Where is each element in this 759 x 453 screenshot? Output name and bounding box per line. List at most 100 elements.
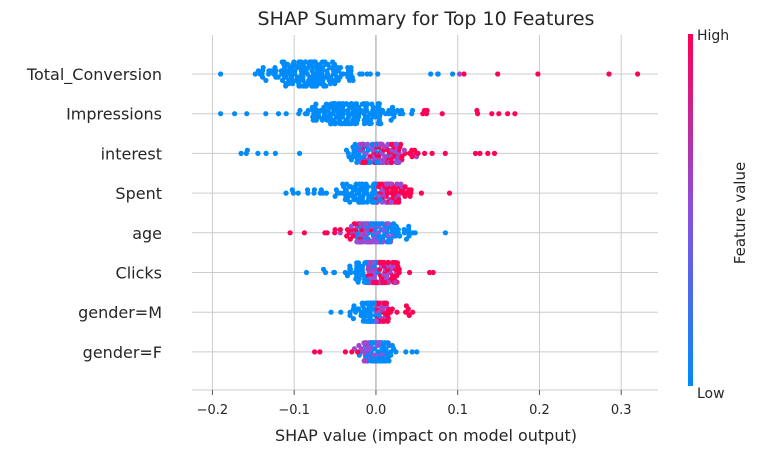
- shap-point: [368, 120, 374, 126]
- shap-point: [394, 107, 401, 114]
- shap-point: [332, 227, 338, 233]
- shap-point: [403, 309, 409, 315]
- shap-point: [409, 349, 415, 355]
- shap-point: [289, 187, 295, 193]
- shap-point: [375, 349, 381, 355]
- shap-point: [390, 259, 396, 266]
- shap-point: [409, 107, 416, 114]
- shap-point: [328, 121, 334, 127]
- shap-point: [385, 259, 391, 266]
- shap-point: [317, 61, 323, 67]
- shap-point: [322, 230, 328, 236]
- colorbar-label: Feature value: [731, 162, 749, 264]
- shap-point: [382, 279, 388, 286]
- shap-point: [367, 259, 373, 266]
- shap-point: [232, 111, 238, 117]
- shap-point: [409, 147, 415, 153]
- shap-point: [323, 190, 329, 196]
- shap-point: [369, 221, 375, 227]
- shap-point: [393, 141, 400, 147]
- shap-point: [337, 227, 343, 233]
- shap-point: [408, 187, 414, 193]
- shap-point: [365, 300, 371, 306]
- shap-point: [388, 181, 394, 187]
- shap-point: [354, 260, 360, 266]
- shap-point: [295, 190, 301, 196]
- shap-point: [363, 221, 369, 227]
- scatter-points: [218, 59, 641, 364]
- shap-point: [394, 181, 400, 187]
- shap-point: [384, 340, 390, 346]
- shap-point: [375, 300, 382, 306]
- shap-point: [403, 303, 409, 309]
- shap-point: [218, 71, 224, 77]
- shap-point: [391, 111, 397, 117]
- shap-point: [414, 349, 420, 355]
- shap-point: [305, 107, 311, 114]
- shap-point: [312, 349, 318, 355]
- shap-point: [375, 71, 381, 77]
- x-tick-label: −0.2: [197, 403, 229, 418]
- shap-point: [263, 111, 269, 117]
- shap-point: [401, 147, 407, 153]
- shap-point: [370, 141, 376, 147]
- x-tick-label: 0.0: [366, 403, 387, 418]
- feature-label: gender=F: [83, 343, 162, 362]
- feature-label: Spent: [115, 184, 162, 203]
- shap-point: [450, 71, 456, 77]
- shap-point: [386, 107, 392, 114]
- shap-point: [361, 279, 367, 285]
- feature-label: age: [132, 224, 162, 243]
- shap-point: [272, 65, 278, 71]
- shap-point: [635, 71, 641, 77]
- shap-point: [297, 107, 303, 114]
- shap-point: [374, 318, 380, 324]
- shap-point: [279, 77, 286, 83]
- shap-point: [321, 104, 327, 110]
- shap-point: [330, 59, 336, 65]
- shap-point: [418, 190, 424, 196]
- shap-point: [319, 117, 325, 123]
- feature-label: Clicks: [116, 264, 162, 283]
- shap-point: [430, 269, 436, 276]
- shap-point: [439, 111, 445, 117]
- shap-point: [371, 279, 377, 286]
- shap-point: [388, 117, 394, 123]
- shap-point: [472, 150, 479, 156]
- shap-point: [496, 111, 502, 117]
- shap-point: [442, 150, 448, 156]
- shap-point: [301, 230, 307, 236]
- shap-point: [348, 223, 354, 229]
- shap-point: [316, 114, 322, 120]
- shap-point: [357, 221, 363, 227]
- shap-point: [371, 340, 377, 346]
- shap-point: [340, 121, 346, 127]
- shap-point: [398, 141, 404, 147]
- feature-label: gender=M: [78, 303, 162, 322]
- shap-point: [293, 77, 299, 83]
- shap-point: [427, 269, 433, 276]
- shap-point: [238, 150, 244, 156]
- shap-point: [345, 121, 352, 127]
- shap-point: [415, 150, 421, 156]
- shap-point: [429, 150, 435, 156]
- shap-point: [332, 81, 338, 87]
- shap-point: [350, 316, 356, 322]
- shap-point: [331, 269, 337, 276]
- shap-point: [304, 187, 311, 193]
- shap-point: [379, 259, 385, 266]
- shap-point: [355, 349, 361, 355]
- shap-point: [355, 306, 361, 312]
- shap-point: [389, 306, 395, 312]
- shap-point: [393, 233, 399, 239]
- shap-point: [347, 236, 353, 242]
- shap-point: [391, 221, 397, 227]
- shap-point: [442, 230, 448, 236]
- colorbar: [688, 34, 693, 386]
- shap-point: [422, 150, 428, 156]
- shap-point: [360, 300, 366, 306]
- shap-point: [332, 193, 338, 199]
- shap-point: [409, 154, 415, 160]
- shap-point: [344, 233, 350, 239]
